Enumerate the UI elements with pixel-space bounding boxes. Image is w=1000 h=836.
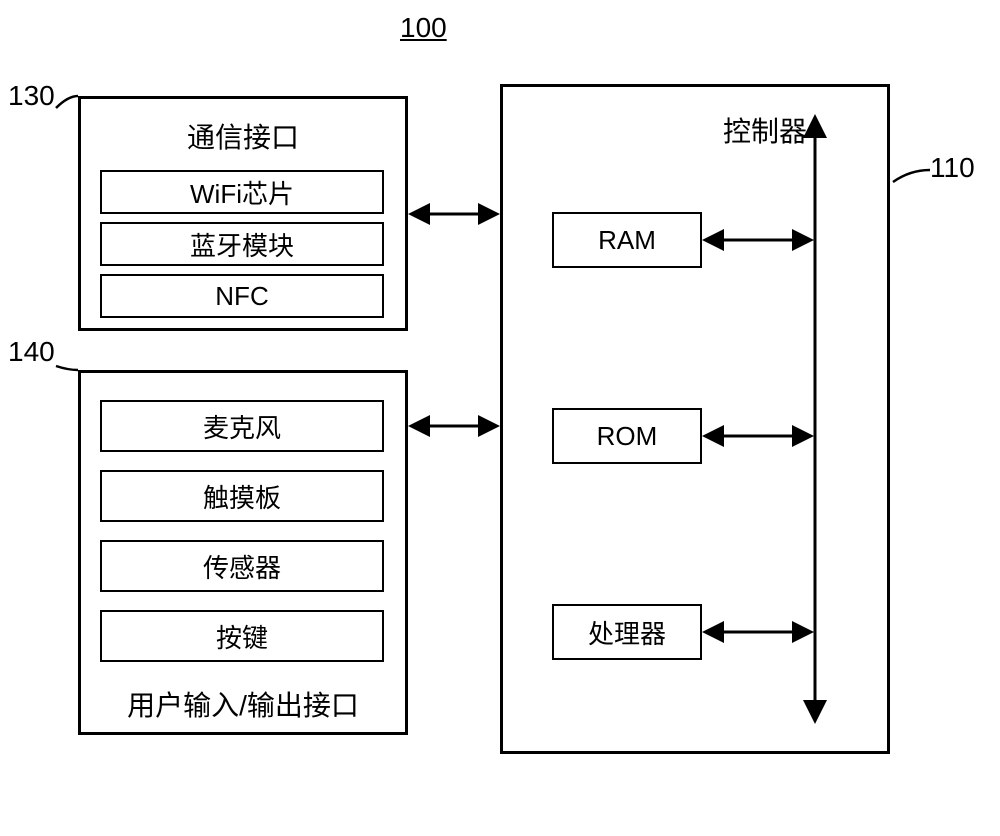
ref-140: 140	[8, 336, 55, 368]
controller-title: 控制器	[640, 110, 890, 150]
io-item-sensor: 传感器	[100, 540, 384, 592]
io-item-touch: 触摸板	[100, 470, 384, 522]
ctrl-item-ram: RAM	[552, 212, 702, 268]
ctrl-item-cpu: 处理器	[552, 604, 702, 660]
comm-item-nfc: NFC	[100, 274, 384, 318]
ctrl-item-rom: ROM	[552, 408, 702, 464]
io-item-mic: 麦克风	[100, 400, 384, 452]
io-box-title: 用户输入/输出接口	[78, 684, 408, 724]
figure-number: 100	[400, 12, 447, 44]
comm-box-title: 通信接口	[78, 116, 408, 156]
comm-item-bt: 蓝牙模块	[100, 222, 384, 266]
comm-item-wifi: WiFi芯片	[100, 170, 384, 214]
ref-110: 110	[930, 152, 975, 184]
diagram-canvas: 100 130 通信接口 WiFi芯片 蓝牙模块 NFC 140 麦克风 触摸板…	[0, 0, 1000, 836]
ref-130: 130	[8, 80, 55, 112]
io-item-key: 按键	[100, 610, 384, 662]
